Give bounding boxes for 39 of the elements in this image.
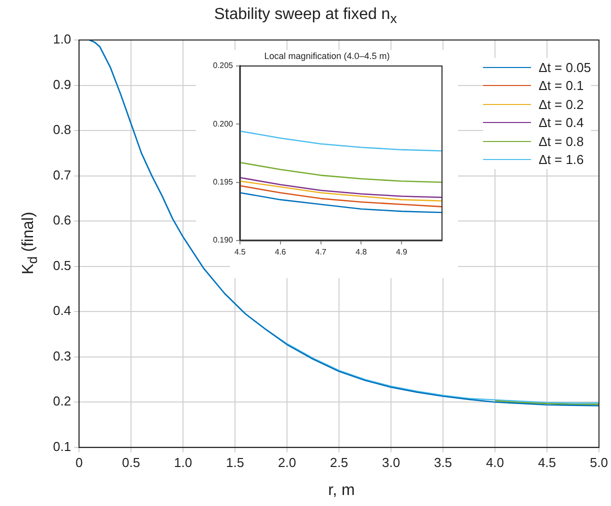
- legend-label: Δt = 1.6: [538, 152, 584, 168]
- x-tick-label: 2.0: [278, 454, 296, 470]
- x-tick-label: 5.0: [590, 454, 608, 470]
- x-tick-label: 2.5: [330, 454, 348, 470]
- x-tick-label: 1.5: [226, 454, 244, 470]
- y-tick-label: 0.2: [52, 394, 72, 409]
- x-tick-label: 4.5: [538, 454, 556, 470]
- x-tick-label: 4.0: [486, 454, 504, 470]
- y-tick-label: 0.1: [52, 438, 72, 454]
- y-tick-label: 0.9: [52, 76, 72, 92]
- y-tick-label: 0.190: [212, 236, 234, 245]
- x-tick-label: 4.8: [356, 247, 368, 256]
- y-tick-label: 0.200: [212, 119, 234, 128]
- y-tick-label: 0.7: [52, 167, 72, 182]
- y-tick-label: 0.5: [52, 258, 72, 273]
- x-tick-label: 0: [75, 454, 83, 470]
- y-tick-label: 1.0: [52, 32, 72, 47]
- y-tick-label: 0.6: [52, 212, 72, 228]
- x-tick-label: 0.5: [122, 454, 140, 470]
- legend-label: Δt = 0.05: [538, 60, 591, 75]
- legend-label: Δt = 0.8: [538, 134, 584, 149]
- x-tick-label: 4.6: [274, 247, 287, 256]
- y-tick-label: 0.8: [52, 122, 72, 138]
- x-tick-label: 4.9: [396, 247, 408, 256]
- y-tick-label: 0.195: [212, 177, 234, 186]
- legend-label: Δt = 0.1: [538, 78, 584, 94]
- y-tick-label: 0.3: [52, 348, 72, 364]
- x-tick-label: 4.7: [315, 247, 327, 256]
- x-tick-label: 4.5: [234, 247, 246, 256]
- x-tick-label: 1.0: [174, 454, 192, 470]
- y-tick-label: 0.4: [52, 303, 72, 318]
- legend-label: Δt = 0.2: [538, 96, 584, 112]
- y-tick-label: 0.205: [212, 61, 234, 70]
- x-axis-title: r, m: [327, 482, 356, 500]
- x-tick-label: 3.0: [382, 454, 400, 470]
- legend-label: Δt = 0.4: [538, 115, 584, 130]
- chart-title: Stability sweep at fixed n$_{x}$: [213, 6, 398, 26]
- x-tick-label: 3.5: [434, 454, 452, 470]
- chart-title: Local magnification (4.0–4.5 m): [263, 51, 391, 61]
